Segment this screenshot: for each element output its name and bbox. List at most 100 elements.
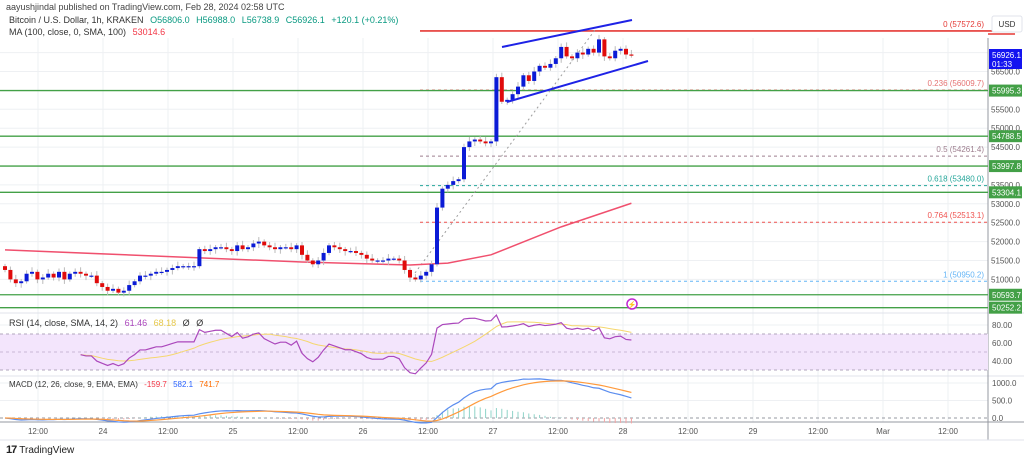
price-tick-label: 53500.0 [991,181,1020,190]
tradingview-logo[interactable]: 17 TradingView [6,444,74,456]
event-marker-icon [626,298,638,310]
candle-up [435,207,439,265]
candle-up [327,245,331,253]
candle-up [445,184,450,189]
candle-up [494,77,499,142]
level-price-label: 55995.3 [992,87,1021,96]
level-price-label: 50252.2 [992,304,1021,313]
level-price-label: 53997.8 [992,162,1021,171]
candle-up [429,264,434,272]
macd-tick-label: 0.0 [992,414,1004,423]
fib-level-label: 0.618 (53480.0) [928,175,985,184]
candle-up [505,99,510,102]
candle-up [278,247,283,250]
candle-up [386,258,391,261]
candle-up [537,65,542,72]
candle-down [564,46,569,57]
candle-down [8,269,13,280]
candle-down [289,247,294,250]
candle-up [246,247,250,250]
candle-up [381,260,385,262]
fib-level-label: 0.236 (56009.7) [928,79,985,88]
candle-down [343,249,348,252]
candle-down [364,254,369,259]
candle-down [370,258,375,261]
candle-down [300,245,304,255]
candle-down [478,139,483,142]
level-price-tag [989,288,1022,301]
candle-down [483,141,488,144]
candle-down [62,271,67,280]
fib-level-label: 1 (50950.2) [943,270,984,279]
rsi-tick-label: 60.00 [992,339,1013,348]
macd-tick-label: 1000.0 [992,379,1017,388]
candle-up [46,273,51,278]
level-price-tag [989,160,1022,173]
candle-down [591,48,596,53]
time-tick-label: 12:00 [418,427,439,436]
candle-down [273,247,277,250]
candle-up [154,271,159,274]
candle-up [67,273,72,280]
candle-up [165,269,169,272]
candle-up [375,260,380,262]
candle-up [613,50,618,59]
fib-level-label: 0 (57572.6) [943,20,984,29]
candle-up [418,275,423,280]
candle-up [575,52,580,59]
ma100-line [4,202,632,266]
ma-label: MA (100, close, 0, SMA, 100) [9,27,127,37]
candle-up [89,275,94,277]
time-tick-label: Mar [876,427,890,436]
candle-down [570,56,574,59]
candle-down [94,275,99,284]
candle-up [553,58,558,64]
published-note: aayushjindal published on TradingView.co… [6,2,285,12]
macd-hist-value: -159.7 [144,380,167,389]
candle-up [181,266,186,268]
candle-down [105,286,110,291]
bar-countdown-label: 01:33 [992,60,1013,69]
channel-upper-trendline [501,19,633,48]
symbol-title[interactable]: Bitcoin / U.S. Dollar, 1h, KRAKEN [9,15,144,25]
candle-down [13,279,18,284]
rsi-ma-line [80,321,632,362]
candle-up [186,266,191,268]
symbol-legend: Bitcoin / U.S. Dollar, 1h, KRAKEN O56806… [9,15,402,25]
candle-up [559,46,564,59]
candle-up [208,249,213,252]
macd-legend[interactable]: MACD (12, 26, close, 9, EMA, EMA) -159.7… [9,380,223,389]
candle-up [132,281,137,286]
candle-down [3,266,7,270]
candle-up [57,271,61,278]
level-price-label: 54788.5 [992,132,1021,141]
candle-down [240,245,245,250]
candle-down [224,247,229,250]
price-tick-label: 52500.0 [991,219,1020,228]
candle-down [602,39,607,57]
fib-level-label: 0.5 (54261.4) [936,145,984,154]
candle-up [462,147,466,180]
level-price-tag [989,130,1022,143]
candle-up [424,271,429,276]
time-tick-label: 29 [749,427,758,436]
price-tick-label: 55500.0 [991,105,1020,114]
price-tick-label: 53000.0 [991,200,1020,209]
candle-down [84,273,88,276]
rsi-ma-value: 68.18 [153,318,177,328]
candle-up [510,94,515,100]
candle-down [413,277,418,280]
macd-value: 582.1 [173,380,194,389]
last-price-tag [989,49,1022,69]
candle-down [100,283,105,287]
candle-down [359,252,364,255]
fib-trend-line [414,29,596,274]
ma-legend[interactable]: MA (100, close, 0, SMA, 100) 53014.6 [9,27,169,37]
price-tick-label: 51500.0 [991,257,1020,266]
rsi-legend[interactable]: RSI (14, close, SMA, 14, 2) 61.46 68.18 … [9,318,207,328]
candle-up [19,281,24,284]
tradingview-logo-icon: 17 [6,444,17,456]
candle-down [607,56,612,59]
event-marker-glyph: ⚡ [628,300,637,309]
